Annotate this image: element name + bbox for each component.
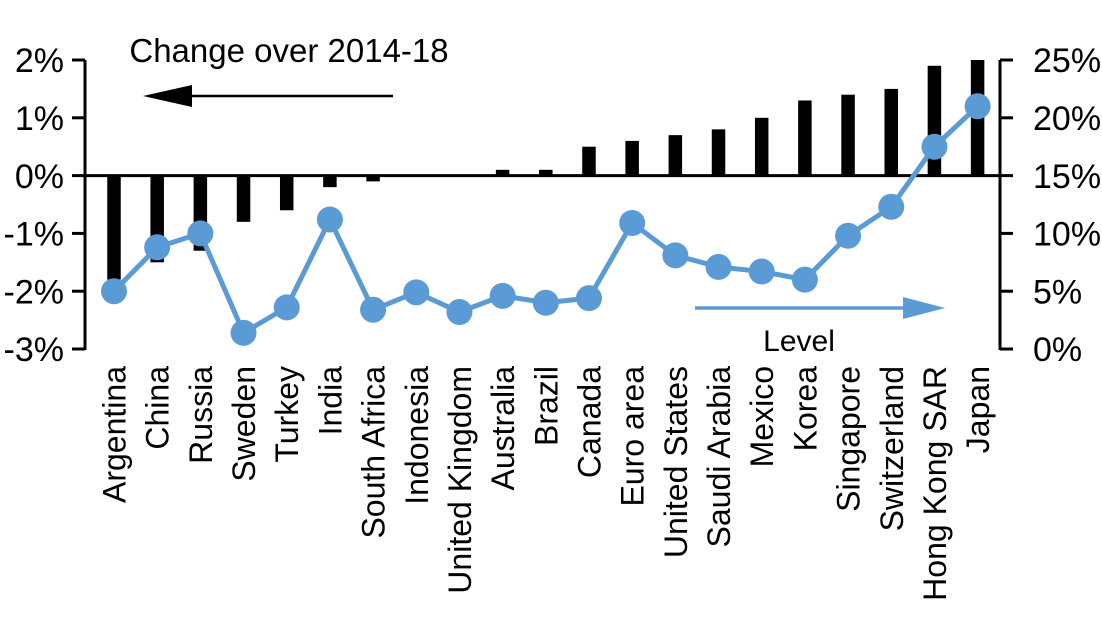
level-point-singapore <box>835 222 862 249</box>
category-label-united-states: United States <box>658 366 694 558</box>
level-point-japan <box>964 93 991 120</box>
category-label-china: China <box>140 366 176 450</box>
level-point-hong-kong-sar <box>921 133 948 160</box>
bar-india <box>323 175 337 188</box>
level-point-euro-area <box>619 209 646 236</box>
category-label-canada: Canada <box>572 366 608 478</box>
category-label-korea: Korea <box>787 366 823 452</box>
bar-singapore <box>841 94 855 176</box>
level-point-saudi-arabia <box>705 253 732 280</box>
right-axis-tick-label: 20% <box>1033 100 1101 138</box>
category-label-indonesia: Indonesia <box>399 366 435 505</box>
category-label-turkey: Turkey <box>269 366 305 463</box>
level-point-indonesia <box>403 279 430 306</box>
left-arrow-head-icon <box>143 85 192 107</box>
right-axis-tick-label: 5% <box>1033 273 1082 311</box>
category-label-brazil: Brazil <box>528 366 564 446</box>
bar-united-states <box>668 135 683 176</box>
level-point-canada <box>575 285 602 312</box>
left-axis-tick-label: -1% <box>4 216 64 254</box>
left-axis-tick-label: 1% <box>15 100 64 138</box>
level-point-brazil <box>532 289 559 316</box>
bar-saudi-arabia <box>711 129 726 176</box>
level-point-korea <box>791 266 818 293</box>
bar-argentina <box>107 175 121 280</box>
category-label-india: India <box>312 366 348 436</box>
bar-korea <box>798 100 812 176</box>
bar-euro-area <box>625 140 639 176</box>
level-point-turkey <box>273 294 300 321</box>
right-axis-tick-label: 25% <box>1033 42 1101 80</box>
left-axis-tick-label: -3% <box>4 331 64 369</box>
level-point-argentina <box>101 278 127 305</box>
bar-series-annotation: Change over 2014-18 <box>129 32 448 69</box>
bar-sweden <box>236 175 251 222</box>
category-label-argentina: Argentina <box>97 366 133 503</box>
level-point-united-states <box>662 242 689 269</box>
bar-turkey <box>279 175 294 211</box>
category-label-united-kingdom: United Kingdom <box>442 366 478 594</box>
category-label-japan: Japan <box>960 366 996 453</box>
left-axis-tick-label: 2% <box>15 42 64 80</box>
category-label-singapore: Singapore <box>831 366 867 512</box>
left-axis-tick-label: 0% <box>15 158 64 196</box>
bar-mexico <box>754 117 769 176</box>
right-axis-tick-label: 10% <box>1033 216 1101 254</box>
level-point-india <box>316 206 343 233</box>
level-point-china <box>144 234 171 261</box>
bar-canada <box>582 146 596 176</box>
category-label-euro-area: Euro area <box>615 366 651 507</box>
left-axis-tick-label: -2% <box>4 273 64 311</box>
category-label-south-africa: South Africa <box>356 366 392 539</box>
category-label-switzerland: Switzerland <box>874 366 910 531</box>
category-label-sweden: Sweden <box>226 366 262 482</box>
line-series-annotation: Level <box>763 325 835 358</box>
level-point-united-kingdom <box>446 299 473 326</box>
category-label-saudi-arabia: Saudi Arabia <box>701 366 737 548</box>
right-arrow-head-icon <box>903 297 945 319</box>
bar-switzerland <box>884 88 898 176</box>
category-label-hong-kong-sar: Hong Kong SAR <box>917 366 953 601</box>
category-label-mexico: Mexico <box>744 366 780 467</box>
bar-brazil <box>539 169 553 176</box>
right-axis-tick-label: 0% <box>1033 331 1082 369</box>
bar-australia <box>495 169 510 176</box>
level-point-russia <box>187 220 214 247</box>
category-label-russia: Russia <box>183 366 219 464</box>
level-point-switzerland <box>878 193 905 220</box>
level-point-mexico <box>748 258 775 285</box>
category-label-australia: Australia <box>485 366 521 491</box>
right-axis-tick-label: 15% <box>1033 158 1101 196</box>
level-point-sweden <box>230 319 257 346</box>
level-point-australia <box>489 282 516 309</box>
level-point-south-africa <box>360 296 387 323</box>
bar-south-africa <box>366 175 380 182</box>
